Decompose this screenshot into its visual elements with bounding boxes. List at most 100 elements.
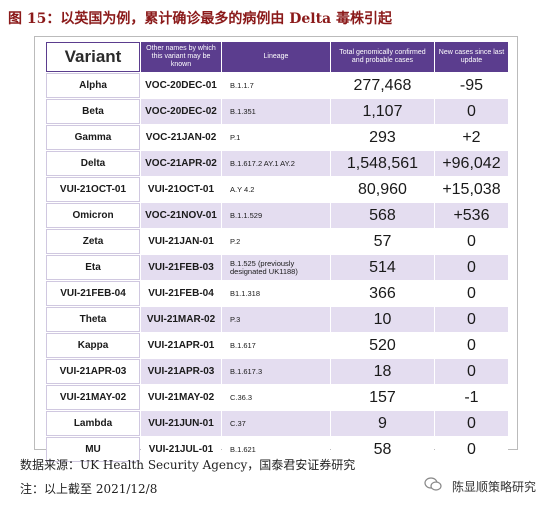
table-row: Delta VOC-21APR-02 B.1.617.2 AY.1 AY.2 1,54…	[46, 151, 508, 176]
table-row: MU VUI-21JUL-01 B.1.621 58 0	[46, 437, 508, 462]
total-cases-cell: 293	[331, 125, 434, 150]
header-cell: Lineage	[222, 42, 330, 72]
variant-cell: VUI-21MAY-02	[46, 385, 140, 410]
table-row: Eta VUI-21FEB-03 B.1.525 (previously desig…	[46, 255, 508, 280]
lineage-cell: P.1	[222, 125, 330, 150]
lineage-cell: B.1.621	[222, 437, 330, 462]
other-name-cell: VUI-21FEB-04	[141, 281, 221, 306]
lineage-cell: B.1.351	[222, 99, 330, 124]
other-name-cell: VUI-21FEB-03	[141, 255, 221, 280]
table-row: VUI-21FEB-04 VUI-21FEB-04 B1.1.318 366 0	[46, 281, 508, 306]
table-row: Kappa VUI-21APR-01 B.1.617 520 0	[46, 333, 508, 358]
variant-cell: VUI-21FEB-04	[46, 281, 140, 306]
table-row: Zeta VUI-21JAN-01 P.2 57 0	[46, 229, 508, 254]
date-note: 注：以上截至 2021/12/8	[20, 482, 158, 496]
table-body: Alpha VOC-20DEC-01 B.1.1.7 277,468 -95 Beta VO…	[46, 73, 508, 462]
table-frame: Variant Other names by which this variant…	[34, 36, 518, 462]
lineage-cell: B.1.617	[222, 333, 330, 358]
other-name-cell: VUI-21MAR-02	[141, 307, 221, 332]
variant-table: Variant Other names by which this variant…	[45, 41, 509, 463]
other-name-cell: VUI-21JUL-01	[141, 437, 221, 462]
other-name-cell: VUI-21OCT-01	[141, 177, 221, 202]
lineage-cell: C.37	[222, 411, 330, 436]
variant-cell: Kappa	[46, 333, 140, 358]
lineage-cell: A.Y 4.2	[222, 177, 330, 202]
other-name-cell: VOC-20DEC-02	[141, 99, 221, 124]
other-name-cell: VOC-21NOV-01	[141, 203, 221, 228]
new-cases-cell: +15,038	[434, 177, 508, 202]
lineage-cell: C.36.3	[222, 385, 330, 410]
new-cases-cell: 0	[434, 99, 508, 124]
total-cases-cell: 10	[331, 307, 434, 332]
new-cases-cell: -95	[434, 73, 508, 98]
other-name-cell: VUI-21JAN-01	[141, 229, 221, 254]
header-cell: Total genomically confirmed and probable…	[331, 42, 434, 72]
brand: 陈显顺策略研究	[451, 480, 536, 494]
table-row: Alpha VOC-20DEC-01 B.1.1.7 277,468 -95	[46, 73, 508, 98]
other-name-cell: VUI-21APR-03	[141, 359, 221, 384]
table-row: Gamma VOC-21JAN-02 P.1 293 +2	[46, 125, 508, 150]
other-name-cell: VOC-21JAN-02	[141, 125, 221, 150]
new-cases-cell: 0	[434, 333, 508, 358]
variant-cell: VUI-21OCT-01	[46, 177, 140, 202]
other-name-cell: VUI-21MAY-02	[141, 385, 221, 410]
total-cases-cell: 18	[331, 359, 434, 384]
new-cases-cell: +96,042	[434, 151, 508, 176]
new-cases-cell: +2	[434, 125, 508, 150]
table-row: Beta VOC-20DEC-02 B.1.351 1,107 0	[46, 99, 508, 124]
total-cases-cell: 277,468	[331, 73, 434, 98]
new-cases-cell: 0	[434, 307, 508, 332]
figure-title: 图 15：以英国为例，累计确诊最多的病例由 Delta 毒株引起	[8, 11, 393, 27]
other-name-cell: VUI-21JUN-01	[141, 411, 221, 436]
variant-cell: VUI-21APR-03	[46, 359, 140, 384]
other-name-cell: VOC-20DEC-01	[141, 73, 221, 98]
variant-cell: Alpha	[46, 73, 140, 98]
new-cases-cell: 0	[434, 411, 508, 436]
variant-cell: Theta	[46, 307, 140, 332]
total-cases-cell: 520	[331, 333, 434, 358]
variant-cell: Gamma	[46, 125, 140, 150]
variant-cell: Delta	[46, 151, 140, 176]
lineage-cell: B.1.525 (previously designated UK1188)	[222, 255, 330, 280]
variant-cell: MU	[46, 437, 140, 462]
table-row: Omicron VOC-21NOV-01 B.1.1.529 568 +536	[46, 203, 508, 228]
total-cases-cell: 568	[331, 203, 434, 228]
variant-cell: Eta	[46, 255, 140, 280]
table-row: Theta VUI-21MAR-02 P.3 10 0	[46, 307, 508, 332]
lineage-cell: B.1.1.529	[222, 203, 330, 228]
lineage-cell: P.2	[222, 229, 330, 254]
total-cases-cell: 1,107	[331, 99, 434, 124]
wechat-icon	[424, 477, 442, 491]
new-cases-cell: 0	[434, 281, 508, 306]
new-cases-cell: 0	[434, 229, 508, 254]
total-cases-cell: 1,548,561	[331, 151, 434, 176]
total-cases-cell: 80,960	[331, 177, 434, 202]
lineage-cell: B.1.617.3	[222, 359, 330, 384]
total-cases-cell: 157	[331, 385, 434, 410]
table-row: VUI-21MAY-02 VUI-21MAY-02 C.36.3 157 -1	[46, 385, 508, 410]
total-cases-cell: 57	[331, 229, 434, 254]
variant-cell: Omicron	[46, 203, 140, 228]
variant-cell: Zeta	[46, 229, 140, 254]
header-row: Variant Other names by which this variant…	[46, 42, 508, 72]
new-cases-cell: -1	[434, 385, 508, 410]
other-name-cell: VUI-21APR-01	[141, 333, 221, 358]
variant-cell: Lambda	[46, 411, 140, 436]
header-cell: Variant	[46, 42, 140, 72]
lineage-cell: B1.1.318	[222, 281, 330, 306]
total-cases-cell: 58	[331, 437, 434, 462]
variant-cell: Beta	[46, 99, 140, 124]
lineage-cell: B.1.617.2 AY.1 AY.2	[222, 151, 330, 176]
new-cases-cell: +536	[434, 203, 508, 228]
total-cases-cell: 9	[331, 411, 434, 436]
header-cell: New cases since last update	[434, 42, 508, 72]
new-cases-cell: 0	[434, 255, 508, 280]
lineage-cell: B.1.1.7	[222, 73, 330, 98]
table-row: VUI-21OCT-01 VUI-21OCT-01 A.Y 4.2 80,960 +15…	[46, 177, 508, 202]
header-cell: Other names by which this variant may be…	[141, 42, 221, 72]
total-cases-cell: 366	[331, 281, 434, 306]
lineage-cell: P.3	[222, 307, 330, 332]
source-note: 数据来源：UK Health Security Agency，国泰君安证券研究	[20, 458, 356, 472]
new-cases-cell: 0	[434, 359, 508, 384]
